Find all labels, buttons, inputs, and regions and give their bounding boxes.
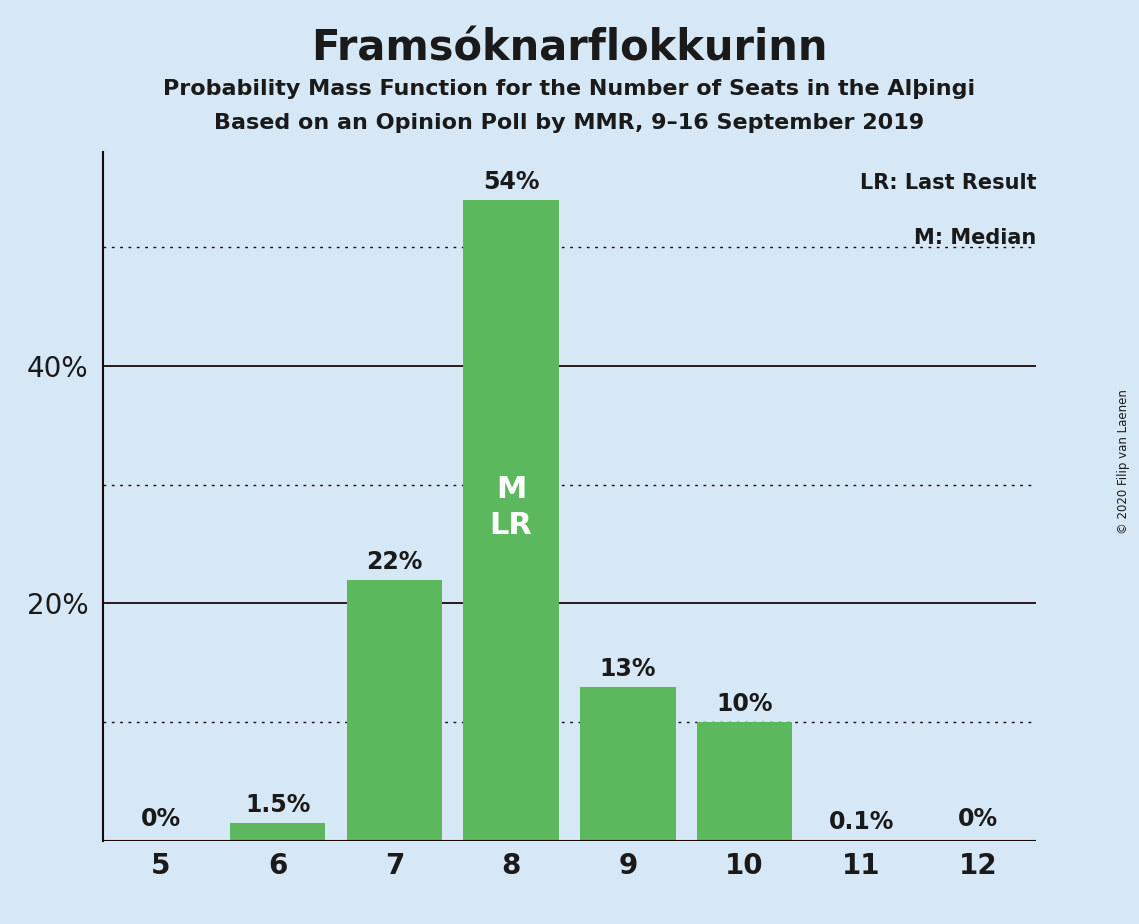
Text: 54%: 54% <box>483 170 540 194</box>
Text: M: Median: M: Median <box>915 228 1036 249</box>
Text: 0.1%: 0.1% <box>829 809 894 833</box>
Bar <box>580 687 675 841</box>
Bar <box>230 823 326 841</box>
Text: 22%: 22% <box>367 550 423 574</box>
Text: Framsóknarflokkurinn: Framsóknarflokkurinn <box>311 28 828 69</box>
Bar <box>346 579 442 841</box>
Text: 10%: 10% <box>716 692 773 716</box>
Text: Probability Mass Function for the Number of Seats in the Alþingi: Probability Mass Function for the Number… <box>163 79 976 99</box>
Text: 13%: 13% <box>599 657 656 681</box>
Bar <box>697 723 793 841</box>
Text: Based on an Opinion Poll by MMR, 9–16 September 2019: Based on an Opinion Poll by MMR, 9–16 Se… <box>214 113 925 133</box>
Text: M
LR: M LR <box>490 475 533 540</box>
Bar <box>464 200 559 841</box>
Text: LR: Last Result: LR: Last Result <box>860 173 1036 193</box>
Text: © 2020 Filip van Laenen: © 2020 Filip van Laenen <box>1117 390 1130 534</box>
Text: 0%: 0% <box>141 808 181 832</box>
Text: 1.5%: 1.5% <box>245 793 310 817</box>
Bar <box>813 840 909 841</box>
Text: 0%: 0% <box>958 808 998 832</box>
